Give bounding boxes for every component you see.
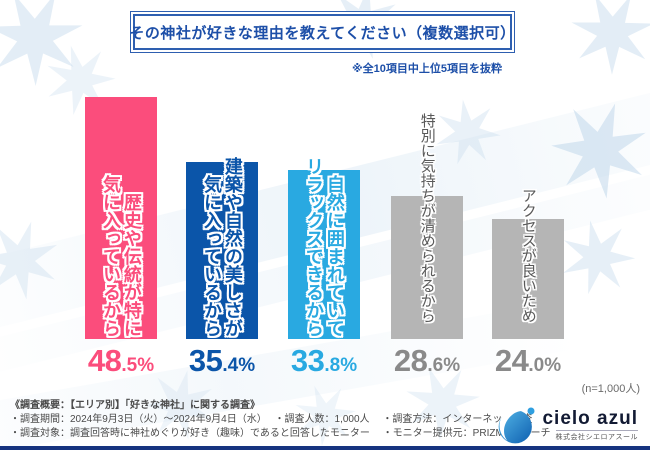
survey-overview: 《調査概要：【エリア別】「好きな神社」に関する調査》 ・調査期間：2024年9月… xyxy=(10,399,550,441)
bar-value: 35.4% xyxy=(189,343,255,379)
value-fraction: .4% xyxy=(222,355,256,376)
value-fraction: .5% xyxy=(121,355,155,376)
maple-leaf-decoration xyxy=(562,220,636,295)
maple-leaf-decoration xyxy=(571,0,650,75)
bar-value: 33.8% xyxy=(291,343,357,379)
value-fraction: .6% xyxy=(427,355,461,376)
company-logo: cielo azul 株式会社シエロアスール xyxy=(496,404,638,446)
bar-rect xyxy=(492,219,564,339)
bar-rect xyxy=(391,196,463,339)
survey-overview-heading: 《調査概要：【エリア別】「好きな神社」に関する調査》 xyxy=(10,400,260,411)
title-inner-border: その神社が好きな理由を教えてください（複数選択可） xyxy=(129,14,515,50)
value-fraction: .0% xyxy=(528,355,562,376)
value-integer: 33 xyxy=(290,343,325,378)
value-fraction: .8% xyxy=(324,355,358,376)
bar-label: 自然に囲まれていて リラックスできるから xyxy=(304,157,345,337)
bottom-accent-bar xyxy=(0,446,650,450)
company-subname: 株式会社シエロアスール xyxy=(555,429,638,442)
maple-leaf-decoration xyxy=(551,103,646,199)
maple-leaf-decoration xyxy=(0,221,58,300)
selection-note: ※全10項目中上位5項目を抜粋 xyxy=(343,59,510,77)
maple-leaf-decoration xyxy=(436,99,501,165)
survey-overview-line2: ・調査対象：調査回答時に神社めぐりが好き（趣味）であると回答したモニター ・モニ… xyxy=(10,428,551,439)
cielo-azul-logo-icon xyxy=(499,407,535,444)
bar-label: アクセスが良いため xyxy=(519,188,537,323)
bar-value: 24.0% xyxy=(495,343,561,379)
value-integer: 24 xyxy=(494,343,529,378)
maple-leaf-decoration xyxy=(0,0,83,86)
bar-value: 48.5% xyxy=(88,343,154,379)
bar-rect xyxy=(85,96,157,339)
survey-overview-line1: ・調査期間：2024年9月3日（火）～2024年9月4日（水） ・調査人数：1,… xyxy=(10,414,533,425)
bar-rect xyxy=(288,170,360,339)
title-box: その神社が好きな理由を教えてください（複数選択可） xyxy=(129,11,515,53)
bar-label: 建築や自然の美しさが 気に入っているから xyxy=(202,157,243,337)
bar-label: 歴史や伝統が特に 気に入っているから xyxy=(101,175,142,337)
company-name: cielo azul xyxy=(542,407,638,429)
bar-rect xyxy=(186,162,258,339)
page-title: その神社が好きな理由を教えてください（複数選択可） xyxy=(129,24,516,42)
value-integer: 35 xyxy=(188,343,223,378)
sample-size-label: (n=1,000人) xyxy=(581,383,640,395)
value-integer: 28 xyxy=(393,343,428,378)
company-logo-text: cielo azul 株式会社シエロアスール xyxy=(542,407,638,442)
bar-value: 28.6% xyxy=(394,343,460,379)
bar-label: 特別に気持ちが清められるから xyxy=(418,113,436,323)
value-integer: 48 xyxy=(87,343,122,378)
